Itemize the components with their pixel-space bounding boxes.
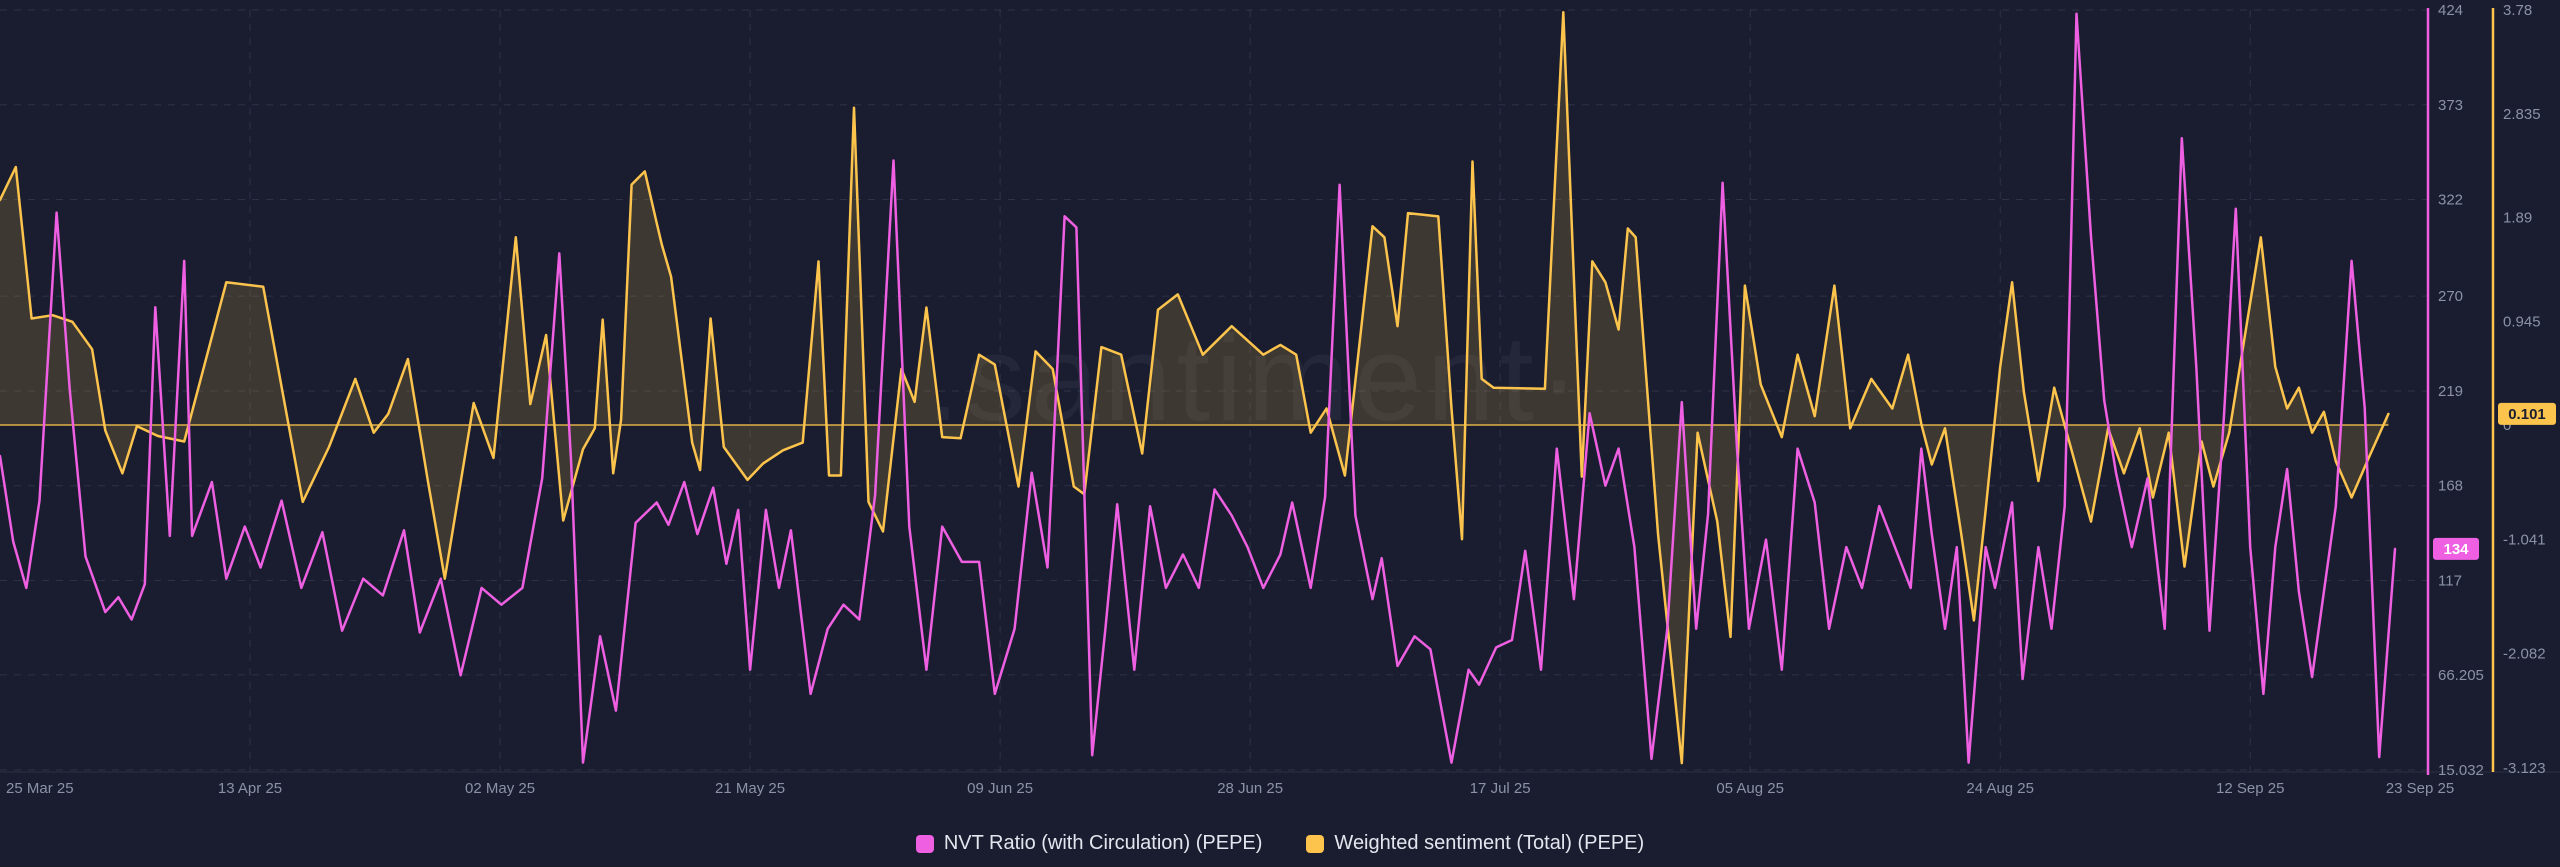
left-axis-tick-label: 219 [2438,383,2463,400]
right-axis-tick-label: -1.041 [2503,531,2546,548]
x-axis-date-label: 24 Aug 25 [1966,780,2034,797]
x-axis-date-label: 21 May 25 [715,780,785,797]
x-axis-date-label: 28 Jun 25 [1217,780,1283,797]
x-axis-date-label: 09 Jun 25 [967,780,1033,797]
santiment-watermark: .santiment· [926,310,1584,446]
x-axis-date-label: 13 Apr 25 [218,780,282,797]
left-axis-tick-label: 168 [2438,478,2463,495]
x-axis-date-label: 12 Sep 25 [2216,780,2284,797]
right-axis-tick-label: 1.89 [2503,210,2532,227]
left-axis-tick-label: 66.205 [2438,667,2484,684]
sentiment-area-fill [0,12,2389,764]
x-axis-date-label: 17 Jul 25 [1470,780,1531,797]
left-axis-tick-label: 117 [2438,573,2462,590]
legend-item-weighted-sentiment[interactable]: Weighted sentiment (Total) (PEPE) [1306,832,1644,855]
left-axis-tick-label: 15.032 [2438,762,2484,779]
nvt-last-value-badge [2433,537,2479,560]
chart-legend: NVT Ratio (with Circulation) (PEPE) Weig… [0,832,2560,855]
legend-item-nvt-ratio[interactable]: NVT Ratio (with Circulation) (PEPE) [915,832,1263,855]
right-axis-tick-label: 2.835 [2503,106,2541,123]
left-axis-tick-label: 270 [2438,288,2463,305]
nvt-ratio-swatch-icon [915,834,934,853]
right-axis-tick-label: 3.78 [2503,2,2532,19]
right-axis-labels: 3.78 2.835 1.89 0.945 0 -1.041 -2.082 -3.123 [2503,2,2546,777]
legend-label-weighted-sentiment: Weighted sentiment (Total) (PEPE) [1334,832,1645,854]
sentiment-last-value-text: 0.101 [2508,406,2546,423]
right-axis-tick-label: 0 [2503,417,2511,434]
right-axis-tick-label: 0.945 [2503,313,2541,330]
x-axis-date-label: 02 May 25 [465,780,535,797]
left-axis-labels: 424 373 322 270 219 168 117 66.205 15.032 [2438,2,2484,779]
x-axis-labels: 25 Mar 25 13 Apr 25 02 May 25 21 May 25 09 J… [6,780,2454,797]
weighted-sentiment-swatch-icon [1306,834,1325,853]
right-axis-tick-label: -2.082 [2503,646,2546,663]
x-axis-date-label: 23 Sep 25 [2386,780,2454,797]
x-axis-date-label: 05 Aug 25 [1716,780,1784,797]
x-axis-date-label: 25 Mar 25 [6,780,74,797]
legend-label-nvt-ratio: NVT Ratio (with Circulation) (PEPE) [943,832,1263,854]
left-axis-tick-label: 322 [2438,192,2463,209]
nvt-ratio-line [0,12,2397,764]
right-axis-tick-label: -3.123 [2503,760,2546,777]
weighted-sentiment-line [0,10,2390,765]
left-axis-tick-label: 424 [2438,2,2463,19]
left-axis-tick-label: 373 [2438,97,2463,114]
sentiment-last-value-badge [2498,402,2556,425]
nvt-last-value-text: 134 [2443,541,2469,558]
